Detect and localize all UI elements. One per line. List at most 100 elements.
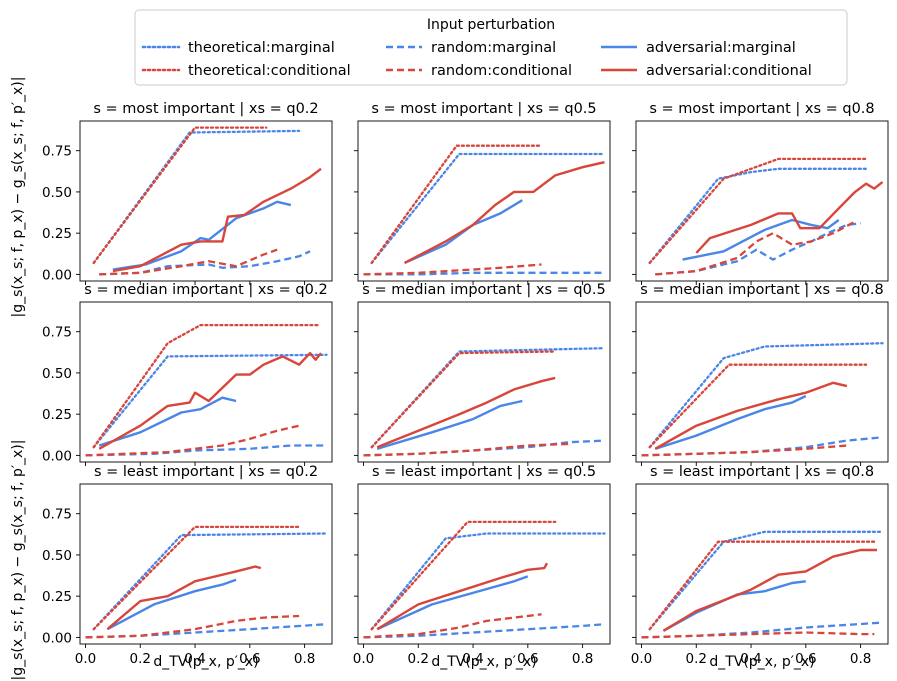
x-tick-label: 0.8 bbox=[572, 651, 593, 667]
axes-frame bbox=[635, 120, 889, 282]
series-line-random-marginal bbox=[641, 621, 883, 639]
axes-frame bbox=[357, 483, 611, 645]
series-line-theoretical-marginal bbox=[370, 532, 606, 631]
series-line-theoretical-conditional bbox=[648, 363, 868, 449]
series-line-adversarial-conditional bbox=[376, 376, 556, 449]
y-tick-label: 0.75 bbox=[42, 325, 72, 341]
panel-6: s = median important | xs = q0.8 bbox=[632, 282, 889, 466]
series-line-adversarial-conditional bbox=[106, 565, 262, 631]
x-tick-label: 0.6 bbox=[239, 651, 260, 667]
y-tick-label: 0.75 bbox=[42, 144, 72, 160]
x-axis-label: d_TV(p_x, p′_x) bbox=[431, 654, 536, 670]
series-line-random-marginal bbox=[641, 436, 883, 457]
series-line-adversarial-marginal bbox=[682, 218, 840, 261]
series-line-theoretical-marginal bbox=[648, 167, 868, 265]
series-line-random-conditional bbox=[363, 442, 569, 457]
series-line-adversarial-marginal bbox=[376, 399, 523, 450]
series-line-random-conditional bbox=[655, 220, 856, 276]
series-line-theoretical-conditional bbox=[370, 520, 557, 631]
x-axis-label: d_TV(p_x, p′_x) bbox=[709, 654, 814, 670]
legend-label: theoretical:marginal bbox=[188, 40, 335, 56]
panel-1: s = most important | xs = q0.2 0.00 0.25 0.… bbox=[42, 101, 333, 285]
series-line-random-conditional bbox=[363, 263, 542, 276]
axes-frame bbox=[79, 120, 333, 282]
panel-7: s = least important | xs = q0.2 0.00 0.25 0… bbox=[42, 464, 333, 667]
series-line-adversarial-marginal bbox=[404, 199, 523, 264]
series-line-theoretical-marginal bbox=[648, 530, 884, 631]
x-tick-label: 0.4 bbox=[462, 651, 483, 667]
series-line-random-conditional bbox=[641, 631, 875, 639]
series-line-adversarial-conditional bbox=[654, 381, 848, 450]
series-line-adversarial-marginal bbox=[98, 396, 237, 447]
axes-frame bbox=[357, 301, 611, 463]
axes-frame bbox=[357, 120, 611, 282]
x-axis-label: d_TV(p_x, p′_x) bbox=[153, 654, 258, 670]
x-tick-label: 0.0 bbox=[75, 651, 96, 667]
legend-label: adversarial:marginal bbox=[646, 40, 796, 56]
x-tick-label: 0.2 bbox=[130, 651, 151, 667]
y-axis-label: |g_s(x_s; f, p_x) − g_s(x_s; f, p′_x)| bbox=[10, 77, 26, 318]
series-line-theoretical-conditional bbox=[370, 144, 543, 265]
series-line-adversarial-marginal bbox=[662, 580, 806, 632]
series-line-random-conditional bbox=[99, 248, 278, 276]
legend-label: random:marginal bbox=[431, 40, 556, 56]
x-tick-label: 0.2 bbox=[686, 651, 707, 667]
series-line-adversarial-conditional bbox=[112, 167, 322, 273]
series-line-theoretical-marginal bbox=[92, 532, 328, 631]
x-tick-label: 0.8 bbox=[294, 651, 315, 667]
series-line-adversarial-conditional bbox=[98, 351, 322, 450]
legend-label: random:conditional bbox=[431, 63, 572, 79]
legend: Input perturbation theoretical:marginal ra… bbox=[134, 9, 848, 86]
axes-frame bbox=[79, 301, 333, 463]
legend-label: adversarial:conditional bbox=[646, 63, 812, 79]
series-line-theoretical-conditional bbox=[370, 350, 557, 449]
axes-frame bbox=[635, 301, 889, 463]
y-tick-label: 0.50 bbox=[42, 185, 72, 201]
series-line-adversarial-conditional bbox=[695, 181, 884, 254]
series-line-adversarial-conditional bbox=[376, 562, 549, 631]
legend-title: Input perturbation bbox=[427, 17, 555, 33]
y-tick-label: 0.25 bbox=[42, 226, 72, 242]
series-line-adversarial-marginal bbox=[376, 575, 529, 631]
panel-title: s = median important | xs = q0.5 bbox=[362, 282, 605, 298]
panel-2: s = most important | xs = q0.5 bbox=[354, 101, 611, 285]
y-axis-label: |g_s(x_s; f, p_x) − g_s(x_s; f, p′_x)| bbox=[10, 440, 26, 681]
series-line-random-conditional bbox=[85, 424, 300, 457]
series-line-theoretical-marginal bbox=[92, 353, 328, 449]
series-line-random-marginal bbox=[363, 623, 605, 639]
series-line-theoretical-marginal bbox=[648, 342, 884, 449]
x-tick-label: 0.6 bbox=[517, 651, 538, 667]
panel-8: s = least important | xs = q0.5 0.0 0.2 0.4… bbox=[353, 464, 611, 667]
series-line-theoretical-conditional bbox=[92, 126, 268, 265]
panel-title: s = median important | xs = q0.2 bbox=[84, 282, 327, 298]
series-line-theoretical-conditional bbox=[92, 525, 301, 631]
series-line-theoretical-conditional bbox=[648, 157, 868, 265]
panel-4: s = median important | xs = q0.2 0.00 0.25… bbox=[42, 282, 333, 466]
axes-frame bbox=[635, 483, 889, 645]
series-line-theoretical-marginal bbox=[370, 152, 606, 265]
panel-title: s = most important | xs = q0.5 bbox=[371, 101, 596, 117]
y-tick-label: 0.50 bbox=[42, 366, 72, 382]
series-line-random-marginal bbox=[655, 222, 861, 276]
series-line-adversarial-marginal bbox=[112, 200, 292, 271]
x-tick-label: 0.4 bbox=[184, 651, 205, 667]
panel-title: s = least important | xs = q0.2 bbox=[94, 464, 318, 480]
y-tick-label: 0.00 bbox=[42, 267, 72, 283]
y-tick-label: 0.25 bbox=[42, 407, 72, 423]
y-tick-label: 0.00 bbox=[42, 630, 72, 646]
x-tick-label: 0.0 bbox=[353, 651, 374, 667]
panel-title: s = least important | xs = q0.5 bbox=[372, 464, 596, 480]
x-tick-label: 0.4 bbox=[740, 651, 761, 667]
series-line-adversarial-marginal bbox=[106, 578, 237, 631]
series-line-adversarial-conditional bbox=[404, 161, 605, 264]
y-tick-label: 0.00 bbox=[42, 448, 72, 464]
series-line-random-marginal bbox=[99, 250, 311, 276]
panel-9: s = least important | xs = q0.8 0.0 0.2 0.4… bbox=[631, 464, 889, 667]
y-tick-label: 0.50 bbox=[42, 548, 72, 564]
y-tick-label: 0.25 bbox=[42, 589, 72, 605]
panel-3: s = most important | xs = q0.8 bbox=[632, 101, 889, 285]
series-line-adversarial-conditional bbox=[662, 548, 877, 632]
panel-title: s = most important | xs = q0.2 bbox=[93, 101, 318, 117]
series-line-random-conditional bbox=[85, 614, 300, 639]
